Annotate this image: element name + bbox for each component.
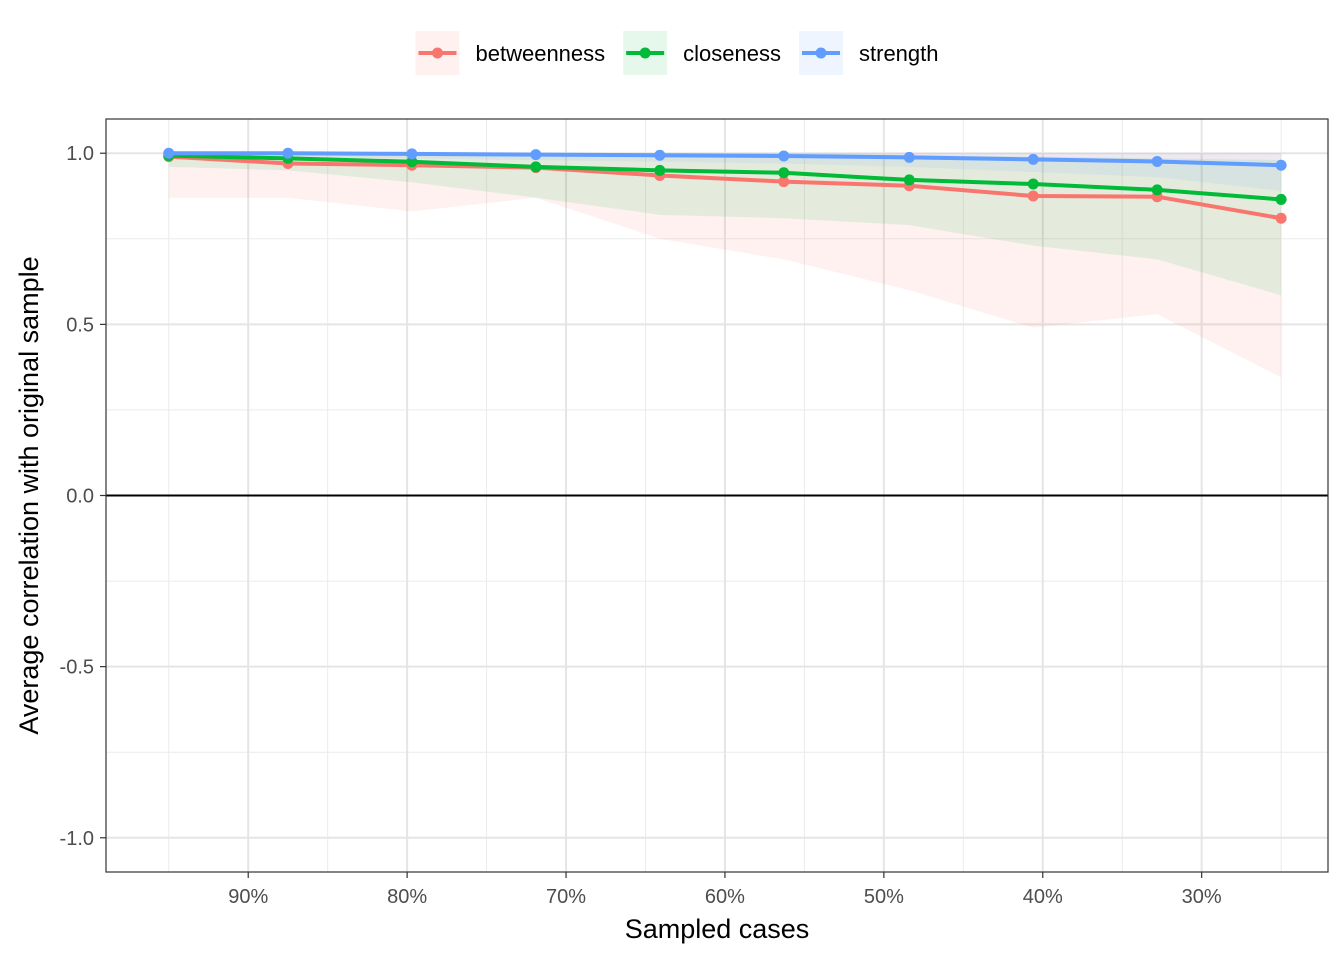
legend-label: strength [859, 41, 939, 66]
y-tick-label: 0.0 [66, 486, 94, 508]
ribbon-closeness [168, 153, 1282, 296]
x-tick-label: 80% [387, 886, 427, 908]
y-tick-label: -1.0 [60, 828, 94, 850]
point-strength [530, 149, 542, 161]
legend-key-point [815, 47, 827, 59]
point-strength [406, 148, 418, 160]
x-tick-label: 40% [1023, 886, 1063, 908]
legend-label: betweenness [476, 41, 606, 66]
legend: betweenness closeness strength [415, 31, 939, 75]
legend-item-closeness: closeness [623, 31, 781, 75]
point-strength [654, 149, 666, 161]
legend-label: closeness [683, 41, 781, 66]
point-closeness [1275, 193, 1287, 205]
x-tick-label: 30% [1182, 886, 1222, 908]
line-betweenness [168, 154, 1282, 221]
legend-key-point [432, 47, 443, 59]
point-closeness [903, 174, 915, 186]
point-strength [778, 150, 790, 162]
confidence-ribbons [168, 153, 1282, 378]
point-closeness [1027, 178, 1039, 190]
series-lines [163, 147, 1287, 224]
y-tick-label: 0.5 [66, 314, 94, 336]
y-axis: 1.0 0.5 0.0 -0.5 -1.0 [60, 143, 106, 850]
point-strength [1027, 153, 1039, 165]
x-tick-label: 50% [864, 886, 904, 908]
point-betweenness [1275, 212, 1287, 224]
point-closeness [406, 156, 418, 168]
point-strength [282, 147, 294, 159]
point-strength [1151, 155, 1163, 167]
legend-item-betweenness: betweenness [415, 31, 606, 75]
series-strength [163, 147, 1287, 171]
ribbon-betweenness [168, 153, 1282, 378]
ribbon-strength [168, 153, 1282, 191]
point-betweenness [778, 176, 790, 188]
point-closeness [654, 164, 666, 176]
legend-item-strength: strength [799, 31, 939, 75]
y-tick-label: 1.0 [66, 143, 94, 165]
x-tick-label: 70% [546, 886, 586, 908]
x-tick-label: 90% [228, 886, 268, 908]
line-strength [168, 151, 1282, 168]
x-axis: 90% 80% 70% 60% 50% 40% 30% [228, 872, 1222, 908]
legend-key-point [639, 47, 651, 59]
line-closeness [168, 153, 1282, 202]
y-tick-label: -0.5 [60, 657, 94, 679]
point-strength [163, 147, 175, 159]
point-closeness [530, 161, 542, 173]
point-closeness [778, 167, 790, 179]
y-axis-title: Average correlation with original sample [14, 256, 44, 734]
point-strength [903, 151, 915, 163]
point-strength [1275, 159, 1287, 171]
x-axis-title: Sampled cases [625, 914, 810, 944]
point-closeness [1151, 184, 1163, 196]
point-betweenness [1027, 190, 1039, 202]
x-tick-label: 60% [705, 886, 745, 908]
